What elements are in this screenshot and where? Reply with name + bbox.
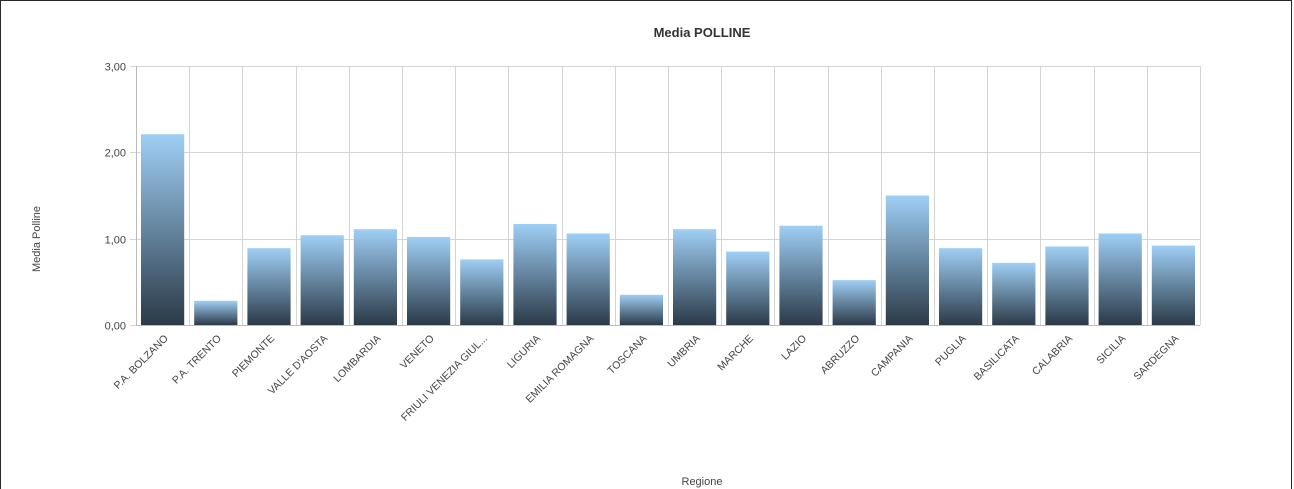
bar[interactable] [1151,245,1195,325]
x-tick-label: ABRUZZO [818,333,862,377]
x-tick-label: FRIULI VENEZIA GIUL... [399,333,490,424]
x-tick-label: BASILICATA [972,333,1022,383]
bar[interactable] [885,195,929,326]
bar[interactable] [407,236,451,325]
bar[interactable] [566,233,610,325]
x-tick-label: P.A. BOLZANO [112,333,171,392]
x-tick-label: CALABRIA [1030,333,1075,378]
bar[interactable] [460,259,504,325]
bar[interactable] [779,225,823,325]
bar[interactable] [726,251,770,325]
y-tick-label: 3,00 [105,62,126,74]
x-tick-label: MARCHE [715,333,756,374]
y-axis-ticks: 0,00 1,00 2,00 3,00 [105,62,126,333]
x-tick-label: LOMBARDIA [331,333,383,385]
x-tick-label: P.A. TRENTO [170,333,224,387]
x-tick-label: SARDEGNA [1131,333,1181,383]
bar[interactable] [832,280,876,325]
y-tick-label: 2,00 [105,148,126,160]
bar[interactable] [353,229,397,325]
x-tick-label: SICILIA [1094,333,1128,367]
x-tick-label: PUGLIA [933,333,969,369]
bar[interactable] [247,248,291,325]
bar[interactable] [141,134,185,325]
x-tick-label: VENETO [398,333,437,372]
x-tick-label: LAZIO [779,333,809,363]
y-tick-label: 0,00 [105,321,126,333]
x-tick-label: PIEMONTE [230,333,277,380]
bar[interactable] [1045,246,1089,325]
x-tick-label: CAMPANIA [869,333,916,380]
x-tick-label: UMBRIA [665,333,702,370]
bar[interactable] [513,223,557,325]
y-tick-label: 1,00 [105,235,126,247]
bar[interactable] [673,229,717,325]
bar[interactable] [1098,233,1142,325]
bar[interactable] [939,248,983,325]
bar[interactable] [194,300,238,325]
x-tick-label: TOSCANA [605,333,649,377]
chart-title: Media POLLINE [654,25,751,40]
bars [141,134,1195,325]
y-axis-label: Media Polline [31,206,43,272]
bar[interactable] [619,294,663,325]
x-tick-label: LIGURIA [505,333,543,371]
bar[interactable] [992,262,1036,325]
bar[interactable] [300,235,344,325]
x-axis-label: Regione [682,476,723,488]
